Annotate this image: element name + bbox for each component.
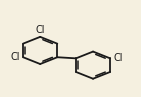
Text: Cl: Cl	[113, 53, 123, 63]
Text: Cl: Cl	[35, 25, 45, 35]
Text: Cl: Cl	[10, 52, 20, 62]
